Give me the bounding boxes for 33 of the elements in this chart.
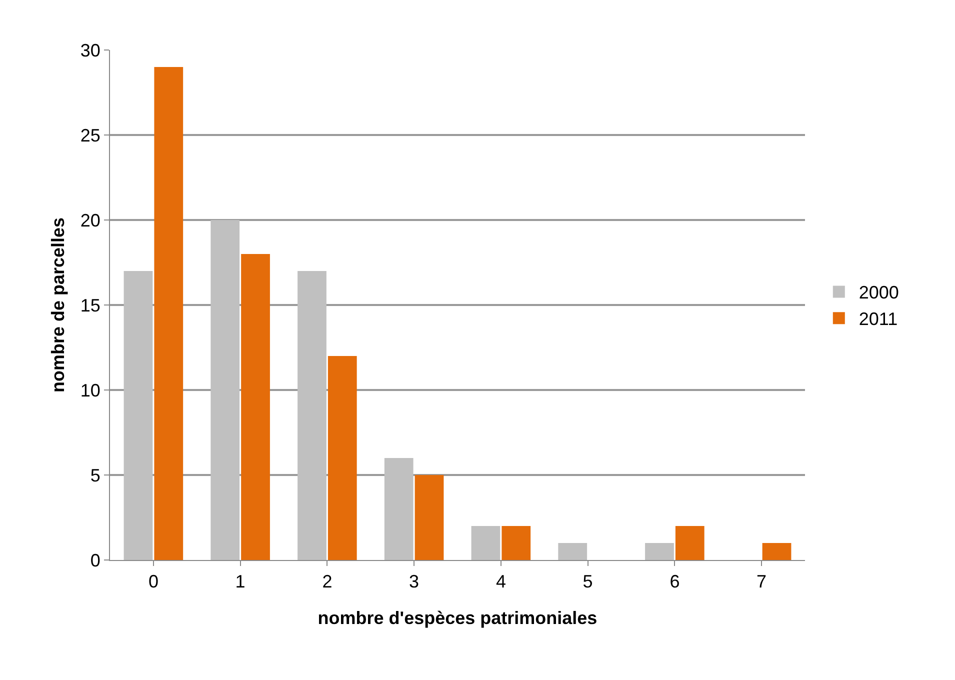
bar <box>328 356 357 560</box>
bar <box>558 543 588 560</box>
x-axis-title: nombre d'espèces patrimoniales <box>318 608 598 628</box>
legend-label: 2000 <box>858 282 899 303</box>
y-tick-label: 20 <box>80 210 100 230</box>
y-tick-label: 15 <box>80 295 100 316</box>
x-tick-label: 4 <box>496 572 506 592</box>
y-tick-label: 25 <box>80 125 100 146</box>
x-tick-label: 5 <box>582 572 593 592</box>
x-tick-label: 1 <box>235 572 246 592</box>
x-tick-label: 3 <box>409 572 420 592</box>
bar <box>210 220 240 560</box>
bar <box>675 526 704 560</box>
x-tick-label: 2 <box>322 572 332 592</box>
y-tick-label: 5 <box>90 465 100 486</box>
bar <box>384 458 414 560</box>
bar <box>414 475 444 560</box>
bar <box>241 254 270 560</box>
bar <box>298 271 326 560</box>
y-axis-title: nombre de parcelles <box>48 217 68 393</box>
bar <box>124 271 153 560</box>
x-tick-label: 7 <box>756 572 767 592</box>
y-tick-label: 30 <box>80 40 100 60</box>
x-tick-label: 6 <box>670 572 680 592</box>
bar <box>502 526 531 560</box>
y-tick-label: 0 <box>90 550 100 570</box>
x-tick-label: 0 <box>148 572 158 592</box>
bar <box>154 67 184 560</box>
y-tick-label: 10 <box>80 380 100 400</box>
legend-label: 2011 <box>858 309 898 330</box>
bar <box>762 543 792 560</box>
bar <box>471 526 500 560</box>
bar <box>645 543 674 560</box>
